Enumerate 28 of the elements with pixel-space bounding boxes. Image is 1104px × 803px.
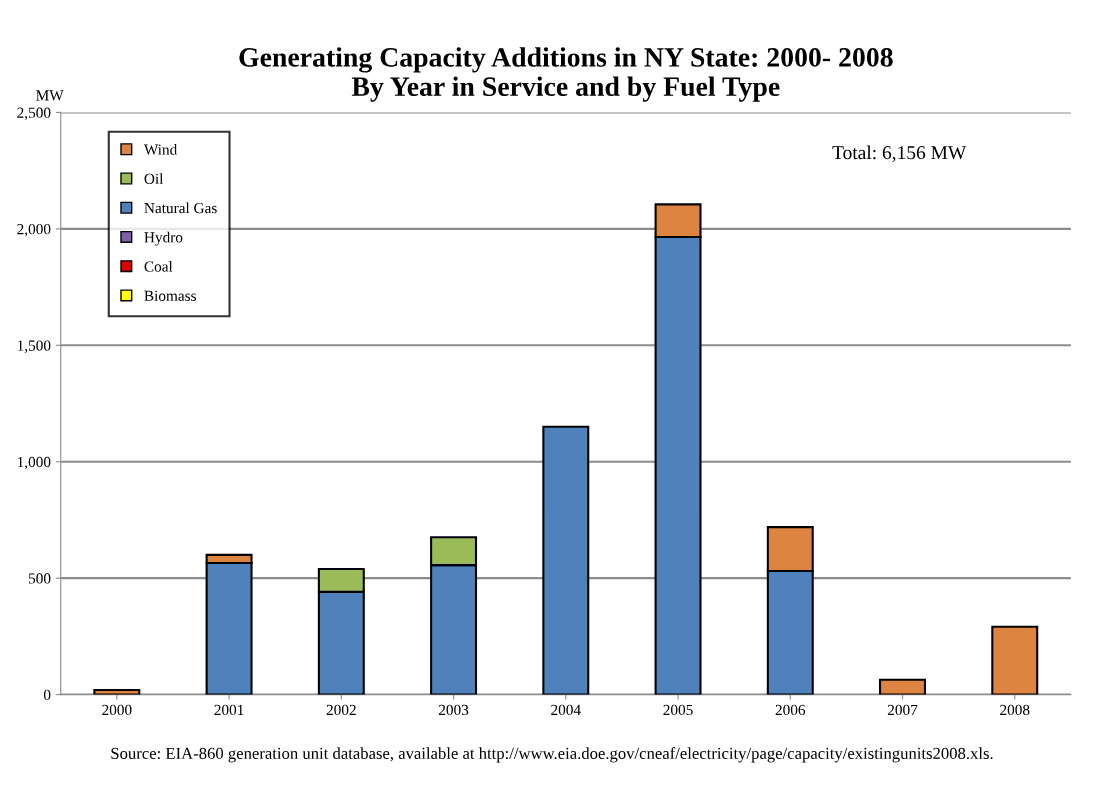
y-tick-label: 500 [28, 573, 51, 584]
bar [991, 625, 1039, 695]
x-tick-label: 2000 [102, 704, 132, 716]
x-tick-label: 2004 [551, 704, 581, 716]
x-tick-label: 2008 [1000, 704, 1030, 716]
x-tick-label: 2006 [775, 704, 806, 716]
legend-label: Oil [144, 173, 164, 184]
source-note: Source: EIA-860 generation unit database, available at http://www.eia.doe.gov/cneaf/electricity/page/capacity/existingunits2008.xls. [111, 747, 993, 763]
y-tick-label: 0 [43, 689, 51, 701]
x-tick-label: 2005 [663, 704, 693, 716]
x-tick-label: 2007 [887, 704, 918, 716]
legend-label: Biomass [144, 290, 196, 301]
x-tick-label: 2002 [326, 704, 356, 716]
y-tick-label: 1,500 [17, 340, 51, 353]
x-tick-label: 2003 [438, 704, 469, 716]
y-tick-label: 1,000 [17, 456, 51, 470]
bar [542, 425, 590, 695]
legend-label: Coal [144, 260, 173, 272]
annotation: Total: 6,156 MW [832, 145, 967, 162]
y-axis-title: MW [36, 90, 64, 101]
legend-label: Wind [143, 144, 178, 155]
x-tick-label: 2001 [214, 704, 244, 716]
legend-label: Hydro [144, 231, 183, 246]
y-tick-label: 2,500 [17, 107, 51, 121]
y-tick-label: 2,000 [17, 224, 51, 237]
legend-label: Natural Gas [144, 202, 217, 214]
chart-title: Generating Capacity Additions in NY State: 2000- 2008 By Year in Service and by Fuel Type [239, 47, 893, 102]
bar [879, 678, 927, 695]
